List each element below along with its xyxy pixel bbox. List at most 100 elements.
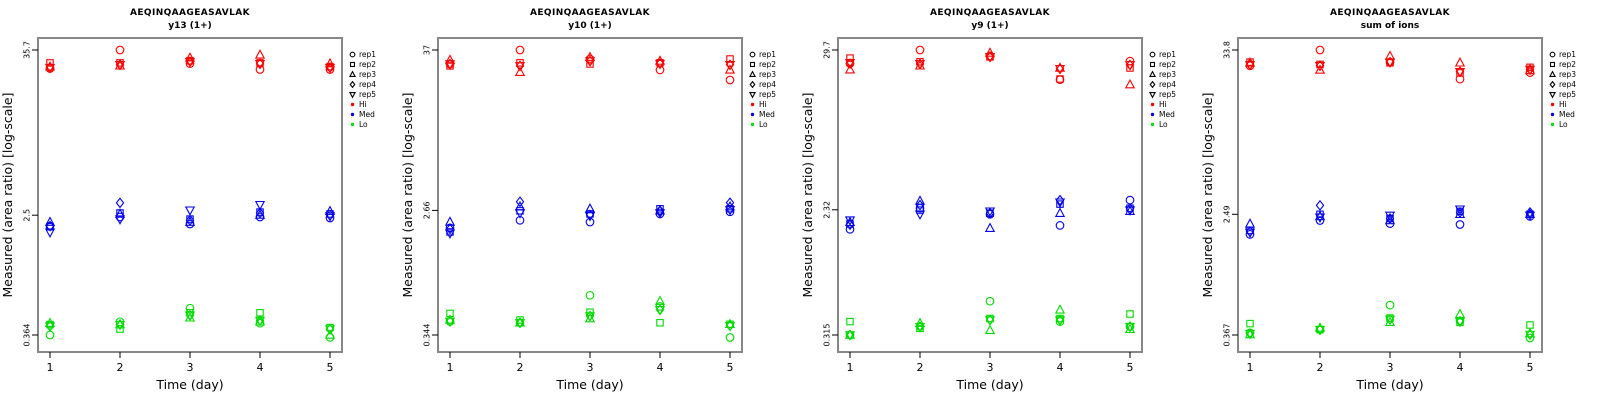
legend-label-rep3: rep3 — [759, 70, 776, 79]
data-point-lo-rep5-day2 — [1314, 325, 1326, 336]
chart-subtitle: sum of ions — [1361, 21, 1420, 31]
data-point-med-rep4-day4 — [1055, 194, 1065, 206]
y-tick-label: 29.7 — [823, 41, 832, 59]
chart-subtitle: y9 (1+) — [971, 21, 1008, 31]
data-point-lo-rep2-day2 — [116, 325, 124, 333]
data-point-med-rep4-day5 — [1525, 206, 1535, 218]
legend-label-rep4: rep4 — [759, 80, 776, 89]
legend-label-rep5: rep5 — [759, 90, 776, 99]
data-point-hi-rep1-day5 — [725, 75, 735, 85]
data-point-hi-rep3-day1 — [444, 54, 456, 64]
data-point-lo-rep5-day5 — [324, 325, 336, 335]
data-point-med-rep3-day3 — [584, 203, 596, 213]
data-point-med-rep4-day4 — [1455, 206, 1465, 218]
subplot-y9: AEQINQAAGEASAVLAK y9 (1+) 29.7 2.32 0.315 1 2 3… — [800, 0, 1200, 400]
legend-dot-Hi — [350, 102, 355, 107]
x-axis-label: Time (day) — [155, 377, 223, 392]
diamond-legend-icon — [349, 80, 356, 89]
x-tick-label: 5 — [1527, 361, 1534, 374]
data-point-lo-rep3-day2 — [914, 317, 926, 327]
data-point-med-rep4-day1 — [445, 223, 455, 235]
data-point-med-rep4-day2 — [515, 196, 525, 208]
legend-label-Hi: Hi — [359, 100, 367, 109]
data-point-med-rep5-day2 — [1314, 213, 1326, 223]
data-point-med-rep5-day3 — [184, 206, 196, 216]
legend-label-Lo: Lo — [1159, 120, 1168, 129]
legend-label-Lo: Lo — [1559, 120, 1568, 129]
data-point-med-rep4-day1 — [45, 220, 55, 232]
circle-legend-icon — [349, 51, 356, 58]
x-axis-label: Time (day) — [555, 377, 623, 392]
data-point-med-rep1-day4 — [1455, 220, 1465, 229]
x-tick-label: 1 — [47, 361, 54, 374]
data-point-lo-rep1-day1 — [45, 330, 55, 340]
data-point-hi-rep5-day1 — [444, 60, 456, 70]
data-point-med-rep4-day2 — [1315, 199, 1325, 211]
x-tick-label: 1 — [447, 361, 454, 374]
diamond-legend-icon — [1549, 80, 1556, 89]
data-point-med-rep5-day3 — [1384, 211, 1396, 222]
data-point-lo-rep5-day2 — [114, 320, 126, 331]
x-tick-label: 4 — [1057, 361, 1064, 374]
legend-label-Lo: Lo — [359, 120, 368, 129]
data-point-hi-rep5-day2 — [914, 60, 926, 70]
data-point-hi-rep5-day3 — [584, 57, 596, 67]
legend-label-Med: Med — [759, 110, 775, 119]
data-point-lo-rep3-day4 — [654, 295, 666, 305]
x-tick-label: 3 — [187, 361, 194, 374]
chart-title: AEQINQAAGEASAVLAK — [1330, 8, 1451, 18]
diamond-legend-icon — [749, 80, 756, 89]
data-point-hi-rep3-day4 — [254, 49, 266, 59]
data-point-hi-rep3-day4 — [1454, 57, 1466, 67]
data-point-med-rep5-day2 — [114, 215, 126, 225]
data-point-hi-rep3-day3 — [584, 51, 596, 61]
data-point-hi-rep5-day3 — [184, 57, 196, 68]
data-point-hi-rep5-day5 — [324, 63, 336, 74]
legend-label-rep5: rep5 — [1559, 90, 1576, 99]
y-tick-label: 37 — [423, 45, 432, 55]
data-point-med-rep5-day1 — [444, 229, 456, 239]
legend-dot-Hi — [750, 102, 755, 107]
data-point-hi-rep2-day5 — [726, 55, 734, 63]
data-point-med-rep5-day4 — [1054, 198, 1066, 208]
data-point-hi-rep5-day2 — [114, 60, 126, 71]
legend-label-Med: Med — [1559, 110, 1575, 119]
legend-dot-Hi — [1150, 102, 1155, 107]
data-point-med-rep5-day4 — [254, 200, 266, 211]
x-tick-label: 5 — [1127, 361, 1134, 374]
x-tick-label: 2 — [117, 361, 124, 374]
data-point-lo-rep5-day4 — [1054, 316, 1066, 326]
data-point-med-rep3-day2 — [1314, 210, 1326, 221]
chart-subtitle: y13 (1+) — [168, 21, 212, 31]
triangle-down-legend-icon — [1548, 91, 1557, 99]
data-point-med-rep3-day2 — [914, 195, 926, 205]
legend-label-rep4: rep4 — [1559, 80, 1576, 89]
chart-sum-of-ions: AEQINQAAGEASAVLAK sum of ions 33.8 2.49 0.36… — [1200, 8, 1576, 392]
data-point-hi-rep3-day3 — [184, 52, 196, 62]
data-point-hi-rep3-day1 — [844, 63, 856, 74]
legend-dot-Hi — [1550, 102, 1555, 107]
data-point-lo-rep5-day1 — [844, 331, 856, 341]
data-point-hi-rep2-day1 — [846, 54, 854, 62]
data-point-hi-rep5-day4 — [254, 60, 266, 70]
y-tick-label: 35.7 — [23, 41, 32, 59]
x-tick-label: 1 — [1247, 361, 1254, 374]
x-tick-label: 3 — [1387, 361, 1394, 374]
data-point-lo-rep3-day5 — [324, 329, 336, 339]
legend-label-rep5: rep5 — [1159, 90, 1176, 99]
data-point-med-rep1-day1 — [1245, 230, 1255, 239]
x-tick-label: 5 — [327, 361, 334, 374]
data-point-med-rep3-day3 — [984, 222, 996, 232]
chart-y10: AEQINQAAGEASAVLAK y10 (1+) 37 2.66 0.344 1 2 3 4… — [400, 8, 776, 392]
legend-dot-Lo — [1150, 122, 1155, 127]
data-point-hi-rep3-day3 — [984, 47, 996, 57]
data-point-hi-rep5-day3 — [984, 53, 996, 63]
data-point-med-rep3-day1 — [44, 216, 56, 226]
data-point-med-rep5-day2 — [514, 209, 526, 219]
data-point-lo-rep2-day3 — [586, 308, 594, 316]
data-point-med-rep5-day5 — [1524, 211, 1536, 222]
data-point-med-rep4-day2 — [115, 197, 125, 209]
chart-y9: AEQINQAAGEASAVLAK y9 (1+) 29.7 2.32 0.315 1 2 3… — [800, 8, 1176, 392]
square-legend-icon — [749, 61, 756, 68]
